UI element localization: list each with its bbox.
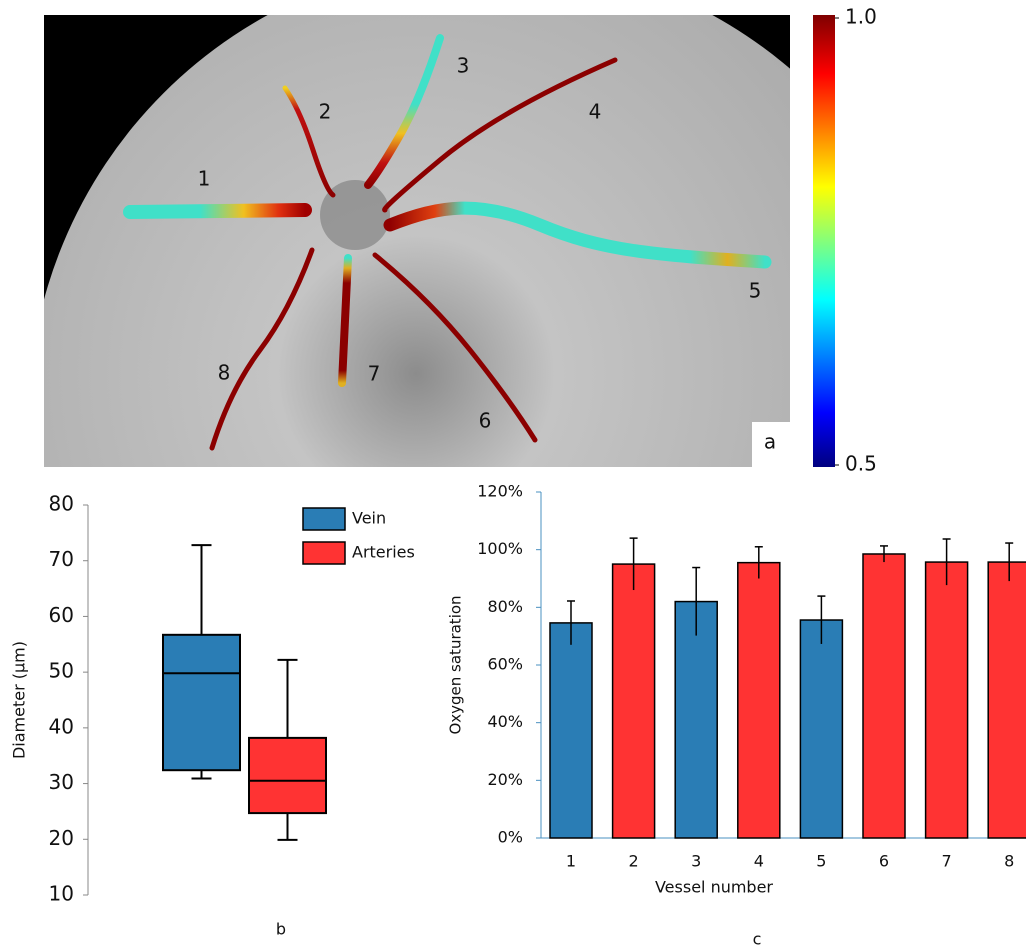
colorbar-tick-label: 0.5 — [845, 452, 877, 476]
y-tick-label: 0% — [498, 828, 523, 847]
y-tick-label: 120% — [477, 482, 523, 501]
y-axis-label: Oxygen saturation — [447, 595, 465, 734]
bar — [738, 563, 780, 838]
x-tick-label: 8 — [1004, 852, 1014, 871]
y-tick-label: 10 — [49, 882, 74, 906]
x-tick-label: 6 — [879, 852, 889, 871]
vessel-label: 5 — [749, 279, 762, 303]
y-tick-label: 30 — [49, 770, 74, 794]
y-tick-label: 40 — [49, 714, 74, 738]
vessel-label: 8 — [218, 361, 231, 385]
legend-swatch — [303, 542, 345, 564]
bar — [800, 620, 842, 838]
box — [249, 738, 326, 813]
bar — [675, 602, 717, 838]
vessel-label: 4 — [589, 100, 602, 124]
y-tick-label: 40% — [487, 712, 523, 731]
y-tick-label: 80 — [49, 492, 74, 516]
y-tick-label: 70 — [49, 547, 74, 571]
y-tick-label: 20% — [487, 770, 523, 789]
y-axis-label: Diameter (µm) — [10, 641, 29, 759]
bar — [550, 623, 592, 838]
box — [163, 635, 240, 770]
legend-label: Vein — [352, 509, 386, 528]
vessel-label: 1 — [198, 167, 211, 191]
colorbar-tick-label: 1.0 — [845, 5, 877, 29]
vessel-label: 6 — [479, 409, 492, 433]
y-tick-label: 100% — [477, 539, 523, 558]
y-tick-label: 60% — [487, 655, 523, 674]
bar — [926, 562, 968, 838]
x-tick-label: 1 — [566, 852, 576, 871]
x-tick-label: 7 — [942, 852, 952, 871]
y-tick-label: 20 — [49, 826, 74, 850]
legend-label: Arteries — [352, 543, 415, 562]
x-tick-label: 5 — [816, 852, 826, 871]
vessel-label: 2 — [319, 100, 332, 124]
vessel-label: 7 — [368, 362, 381, 386]
bar — [988, 562, 1026, 838]
y-tick-label: 50 — [49, 659, 74, 683]
panel-label: a — [764, 430, 776, 454]
y-tick-label: 60 — [49, 603, 74, 627]
vessel-label: 3 — [457, 54, 470, 78]
panel-label: c — [753, 930, 762, 949]
colorbar — [813, 15, 835, 467]
figure: 1 2 3 4 5 6 7 8 a 0.5 1.0 10 20 30 40 50 60 70 80 Diameter … — [0, 0, 1026, 951]
panel-label: b — [276, 920, 286, 939]
x-axis-label: Vessel number — [655, 878, 773, 897]
x-tick-label: 4 — [754, 852, 764, 871]
legend-swatch — [303, 508, 345, 530]
bar — [863, 554, 905, 838]
x-tick-label: 3 — [691, 852, 701, 871]
x-tick-label: 2 — [629, 852, 639, 871]
y-tick-label: 80% — [487, 597, 523, 616]
vessel — [130, 210, 305, 212]
bar — [613, 564, 655, 838]
